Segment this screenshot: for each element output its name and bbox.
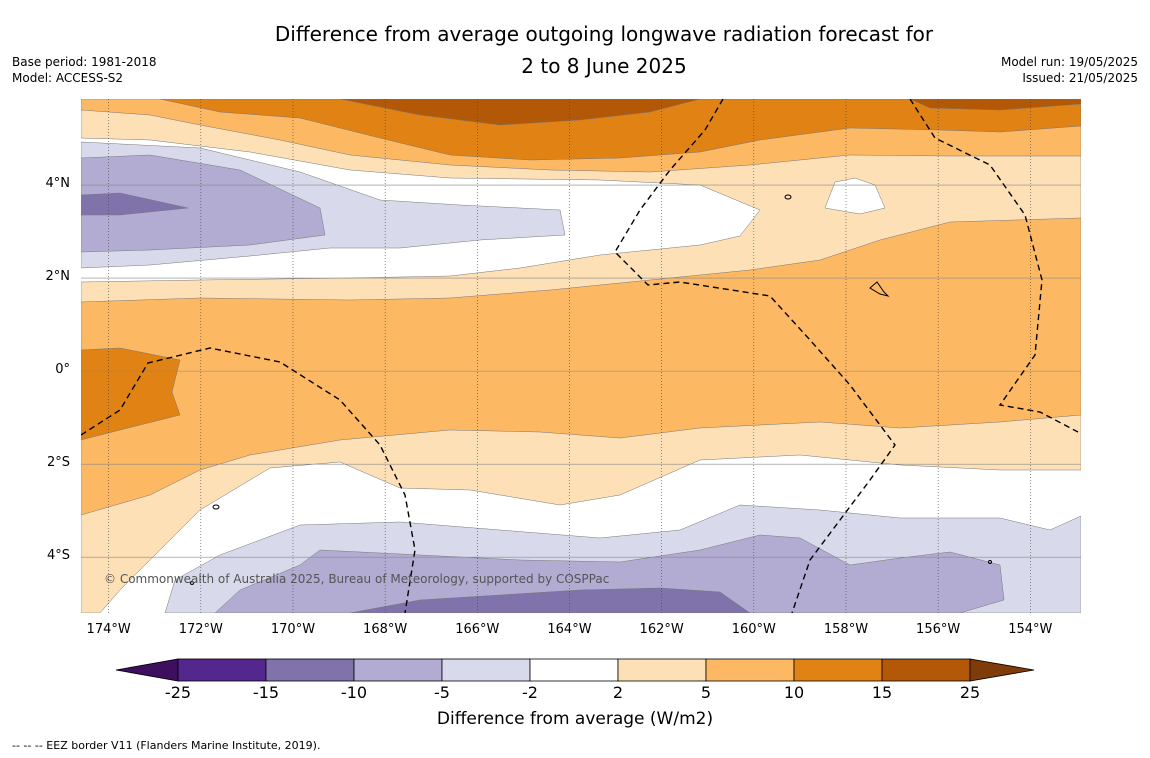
contour-neg5-neg10-south <box>214 534 1005 613</box>
lat-tick-label: 0° <box>55 362 70 378</box>
eez-borders <box>81 99 1079 613</box>
colorbar-segment <box>617 658 707 682</box>
colorbar-segment <box>529 658 619 682</box>
title-line-2: 2 to 8 June 2025 <box>521 54 687 78</box>
lon-tick-label: 156°W <box>916 622 961 637</box>
colorbar <box>115 658 1035 682</box>
colorbar-segment <box>265 658 355 682</box>
lon-tick-label: 168°W <box>363 622 408 637</box>
contour-neg10-neg15-south <box>349 587 751 613</box>
colorbar-tick-label: 15 <box>871 683 893 702</box>
colorbar-tick-label: -5 <box>434 683 450 702</box>
colorbar-tick-label: -25 <box>164 683 192 702</box>
colorbar-tick-label: 25 <box>959 683 981 702</box>
contour-fields <box>81 99 1081 613</box>
colorbar-tick-label: 10 <box>783 683 805 702</box>
lat-tick-label: 4°N <box>45 176 71 192</box>
copyright-credit: © Commonwealth of Australia 2025, Bureau… <box>104 572 610 586</box>
contour-5-10 <box>81 217 1081 516</box>
lon-tick-label: 166°W <box>455 622 500 637</box>
map-title: Difference from average outgoing longwav… <box>0 18 1150 82</box>
lon-tick-label: 158°W <box>823 622 869 637</box>
lon-tick-label: 154°W <box>1008 622 1053 637</box>
title-line-1: Difference from average outgoing longwav… <box>274 22 934 46</box>
lon-tick-label: 162°W <box>639 622 684 637</box>
model-run: Model run: 19/05/2025 <box>1000 55 1138 69</box>
lon-tick-label: 174°W <box>86 622 131 637</box>
meta-left: Base period: 1981-2018 Model: ACCESS-S2 <box>12 54 157 86</box>
colorbar-segment <box>177 658 267 682</box>
contour-15-25-north <box>339 99 1081 126</box>
colorbar-segment <box>793 658 883 682</box>
meta-right: Model run: 19/05/2025 Issued: 21/05/2025 <box>1001 54 1138 86</box>
gridlines <box>81 99 1081 613</box>
islands <box>190 194 992 585</box>
lon-tick-label: 172°W <box>178 622 223 637</box>
eez-footnote: -- -- -- EEZ border V11 (Flanders Marine… <box>12 739 321 752</box>
contour-10-15-north <box>159 99 1081 161</box>
lon-tick-label: 170°W <box>270 622 316 637</box>
lat-tick-label: 2°S <box>46 455 70 471</box>
contour-neg5-neg10-north <box>81 154 326 253</box>
lat-tick-label: 2°N <box>45 269 71 285</box>
contour-neg10-neg15-north <box>81 192 189 216</box>
colorbar-segment <box>881 658 971 682</box>
colorbar-label: Difference from average (W/m2) <box>436 709 714 729</box>
lon-tick-label: 164°W <box>547 622 592 637</box>
issued-date: Issued: 21/05/2025 <box>1022 71 1138 85</box>
colorbar-tick-label: -15 <box>252 683 280 702</box>
colorbar-tick-label: 2 <box>612 683 624 702</box>
colorbar-extend-high <box>969 658 1035 682</box>
colorbar-tick-label: -2 <box>522 683 538 702</box>
colorbar-extend-low <box>115 658 179 682</box>
colorbar-tick-label: -10 <box>340 683 368 702</box>
colorbar-segment <box>353 658 443 682</box>
colorbar-segment <box>705 658 795 682</box>
model-name: Model: ACCESS-S2 <box>12 71 124 85</box>
base-period: Base period: 1981-2018 <box>12 55 157 69</box>
colorbar-tick-label: 5 <box>700 683 712 702</box>
lat-tick-label: 4°S <box>46 548 70 564</box>
colorbar-segment <box>441 658 531 682</box>
lon-tick-label: 160°W <box>731 622 776 637</box>
